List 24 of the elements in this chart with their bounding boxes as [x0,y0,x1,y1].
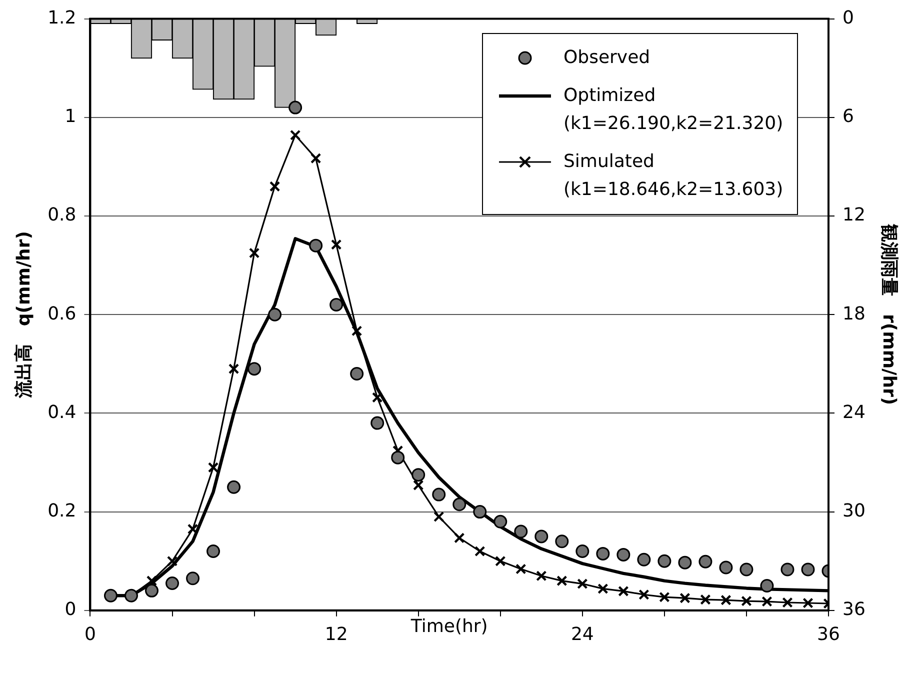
x-tick-label: 0 [84,624,96,645]
legend-label: Observed [563,46,650,70]
legend-label: Optimized (k1=26.190,k2=21.320) [563,84,784,136]
y-tick-label: 1.2 [48,7,76,28]
y-tick-label: 0.4 [48,402,76,423]
x-tick-label: 24 [570,624,594,645]
y2-tick-label: 18 [842,303,866,324]
y-tick-label: 0 [64,599,76,620]
legend-label: Simulated (k1=18.646,k2=13.603) [563,150,784,202]
y2-tick-label: 0 [842,7,854,28]
y-tick-label: 0.6 [48,303,76,324]
y2-tick-label: 6 [842,106,854,128]
x-tick-label: 12 [324,624,348,645]
x-tick-label: 36 [817,624,840,645]
y-tick-label: 0.2 [48,500,76,522]
y2-tick-label: 12 [842,204,866,226]
x-axis-title: Time(hr) [410,616,488,638]
y-tick-label: 0.8 [48,204,76,226]
y2-tick-label: 30 [842,500,866,522]
y-tick-label: 1 [64,106,76,128]
y2-tick-label: 36 [842,599,866,620]
y2-axis-title: 観測雨量 r(mm/hr) [878,223,900,406]
y2-tick-label: 24 [842,402,866,423]
y-axis-title: 流出高 q(mm/hr) [13,231,34,400]
